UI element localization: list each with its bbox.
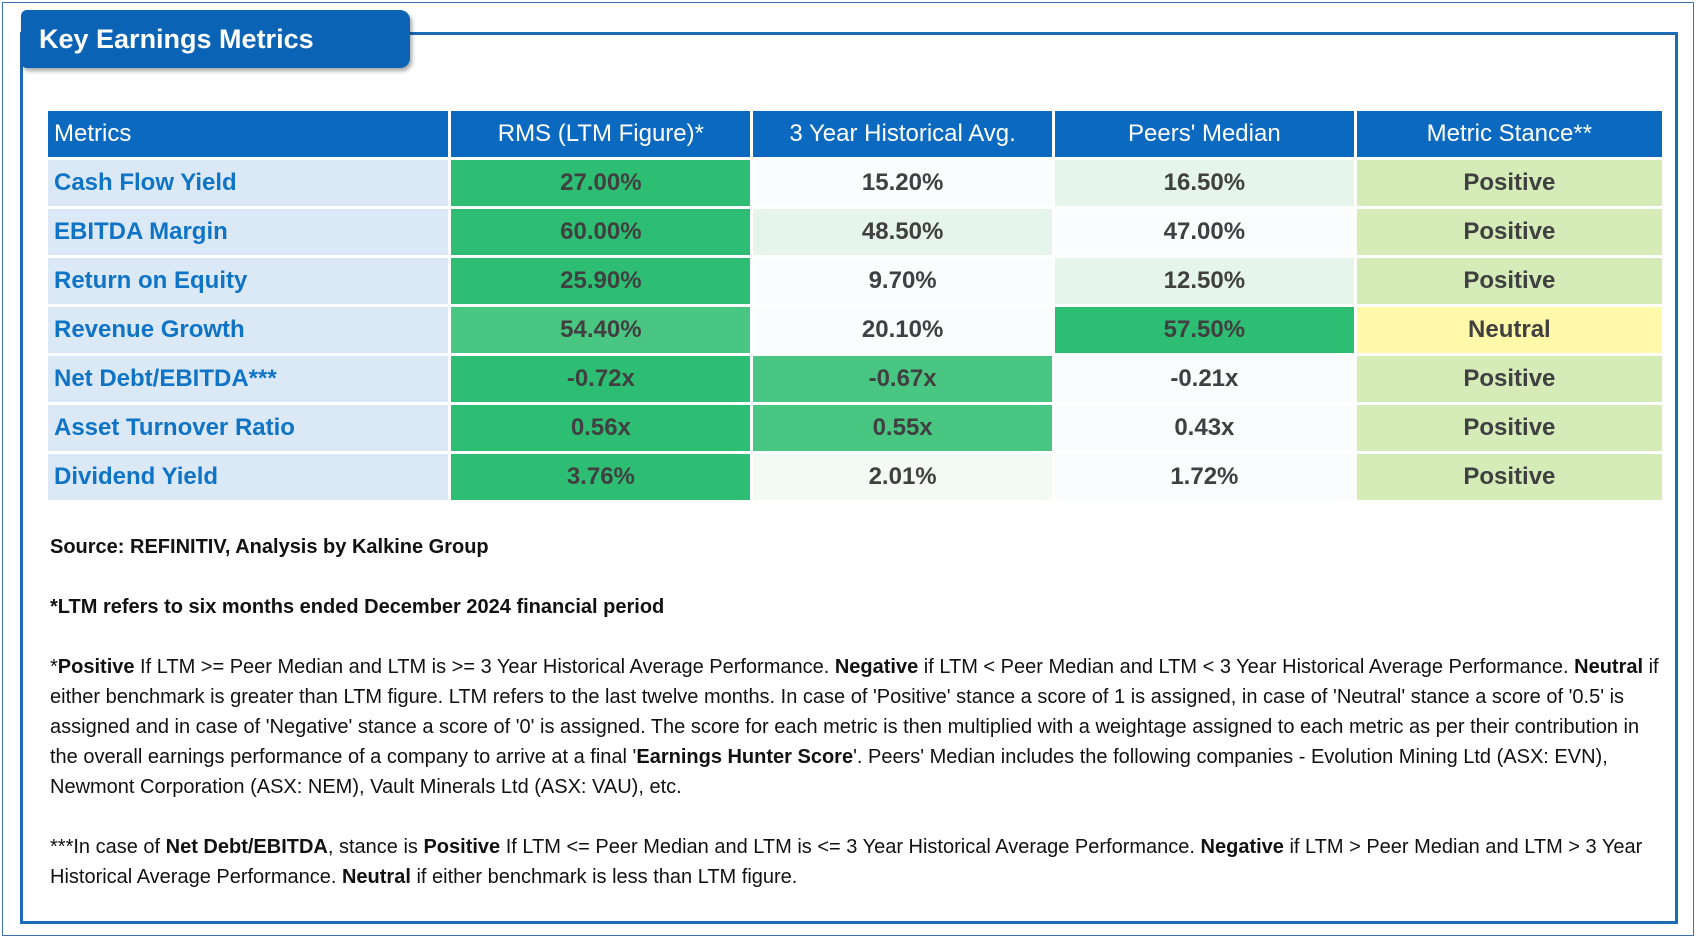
ltm-value: 54.40% (451, 307, 751, 353)
ltm-value: 0.56x (451, 405, 751, 451)
note-text: if LTM > Peer Median and LTM > 3 Year Hi… (50, 836, 1643, 888)
stance-definition-note: *Positive If LTM >= Peer Median and LTM … (50, 652, 1660, 802)
metric-name: Net Debt/EBITDA*** (48, 356, 449, 402)
header-historical: 3 Year Historical Avg. (753, 111, 1052, 157)
note-text: if either benchmark is greater than LTM … (50, 656, 1659, 768)
metric-name: Revenue Growth (48, 307, 449, 353)
ltm-value: 3.76% (451, 454, 751, 500)
peers-value: 1.72% (1054, 454, 1354, 500)
note-bold: Positive (57, 656, 135, 678)
historical-value: 15.20% (753, 160, 1052, 206)
table-header-row: Metrics RMS (LTM Figure)* 3 Year Histori… (48, 111, 1662, 157)
stance-value: Positive (1356, 356, 1662, 402)
note-bold: Positive (423, 836, 501, 858)
table-row: Asset Turnover Ratio 0.56x 0.55x 0.43x P… (48, 405, 1662, 451)
historical-value: 9.70% (753, 258, 1052, 304)
table-row: Cash Flow Yield 27.00% 15.20% 16.50% Pos… (48, 160, 1662, 206)
peers-value: 47.00% (1054, 209, 1354, 255)
metric-name: Cash Flow Yield (48, 160, 449, 206)
table-row: Net Debt/EBITDA*** -0.72x -0.67x -0.21x … (48, 356, 1662, 402)
note-text: If LTM <= Peer Median and LTM is <= 3 Ye… (500, 836, 1201, 858)
stance-value: Positive (1356, 454, 1662, 500)
historical-value: 48.50% (753, 209, 1052, 255)
note-text: ***In case of (50, 836, 166, 858)
peers-value: 57.50% (1054, 307, 1354, 353)
historical-value: 20.10% (753, 307, 1052, 353)
source-note: Source: REFINITIV, Analysis by Kalkine G… (50, 536, 489, 558)
metric-name: Dividend Yield (48, 454, 449, 500)
earnings-metrics-table: Metrics RMS (LTM Figure)* 3 Year Histori… (45, 108, 1665, 503)
header-metrics: Metrics (48, 111, 449, 157)
ltm-value: 60.00% (451, 209, 751, 255)
metric-name: Return on Equity (48, 258, 449, 304)
table-row: Dividend Yield 3.76% 2.01% 1.72% Positiv… (48, 454, 1662, 500)
peers-value: 12.50% (1054, 258, 1354, 304)
ltm-value: 25.90% (451, 258, 751, 304)
historical-value: 0.55x (753, 405, 1052, 451)
metric-name: Asset Turnover Ratio (48, 405, 449, 451)
ltm-value: 27.00% (451, 160, 751, 206)
note-bold: Earnings Hunter Score (636, 746, 854, 768)
net-debt-note: ***In case of Net Debt/EBITDA, stance is… (50, 832, 1660, 892)
historical-value: 2.01% (753, 454, 1052, 500)
note-text: if LTM < Peer Median and LTM < 3 Year Hi… (918, 656, 1575, 678)
stance-value: Positive (1356, 258, 1662, 304)
note-text: if either benchmark is less than LTM fig… (410, 866, 798, 888)
table-row: Return on Equity 25.90% 9.70% 12.50% Pos… (48, 258, 1662, 304)
note-bold: Negative (1200, 836, 1284, 858)
section-title: Key Earnings Metrics (21, 10, 410, 68)
note-bold: Negative (834, 656, 919, 678)
stance-value: Positive (1356, 160, 1662, 206)
header-peers: Peers' Median (1054, 111, 1354, 157)
historical-value: -0.67x (753, 356, 1052, 402)
ltm-value: -0.72x (451, 356, 751, 402)
ltm-note: *LTM refers to six months ended December… (50, 596, 665, 618)
note-bold: Neutral (1574, 656, 1644, 678)
stance-value: Positive (1356, 209, 1662, 255)
stance-value: Neutral (1356, 307, 1662, 353)
note-text: If LTM >= Peer Median and LTM is >= 3 Ye… (134, 656, 835, 678)
note-bold: Neutral (341, 866, 411, 888)
note-text: '. Peers' Median includes the following … (50, 746, 1608, 798)
note-bold: Net Debt/EBITDA (165, 836, 328, 858)
header-ltm: RMS (LTM Figure)* (451, 111, 751, 157)
footnotes: Source: REFINITIV, Analysis by Kalkine G… (50, 532, 1660, 892)
header-stance: Metric Stance** (1356, 111, 1662, 157)
table-row: EBITDA Margin 60.00% 48.50% 47.00% Posit… (48, 209, 1662, 255)
peers-value: 16.50% (1054, 160, 1354, 206)
table-row: Revenue Growth 54.40% 20.10% 57.50% Neut… (48, 307, 1662, 353)
peers-value: -0.21x (1054, 356, 1354, 402)
note-text: , stance is (327, 836, 424, 858)
metric-name: EBITDA Margin (48, 209, 449, 255)
peers-value: 0.43x (1054, 405, 1354, 451)
note-text: * (50, 656, 58, 678)
stance-value: Positive (1356, 405, 1662, 451)
